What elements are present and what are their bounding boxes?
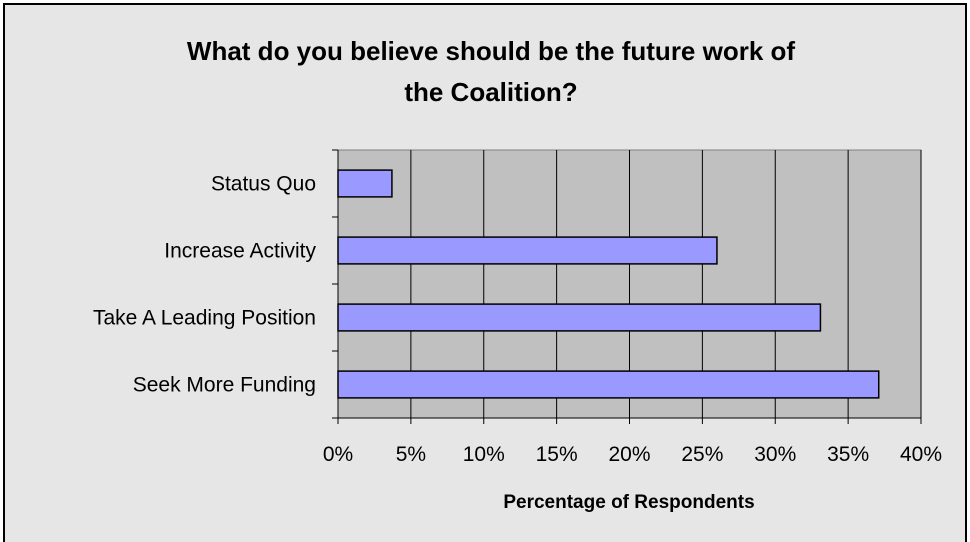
x-tick-label-10: 10% [463,443,505,466]
category-label-status-quo: Status Quo [211,173,316,196]
x-tick-label-30: 30% [754,443,796,466]
bar-increase-activity [337,236,718,265]
category-label-seek-more-funding: Seek More Funding [133,374,316,397]
x-tick-label-40: 40% [900,443,942,466]
x-axis-title: Percentage of Respondents [503,492,754,513]
category-label-increase-activity: Increase Activity [164,240,316,263]
bar-status-quo [337,169,393,198]
bar-take-a-leading-position [337,303,822,332]
x-tick-label-0: 0% [323,443,353,466]
chart-title-line-1: What do you believe should be the future… [187,36,795,66]
x-tick-label-20: 20% [608,443,650,466]
x-tick-label-15: 15% [536,443,578,466]
x-tick-label-25: 25% [681,443,723,466]
x-tick-label-35: 35% [827,443,869,466]
plot-area: 0% 5% 10% 15% 20% 25% 30% 35% 40% Status Quo Incre… [93,149,942,466]
category-label-take-a-leading-position: Take A Leading Position [93,307,316,330]
bar-seek-more-funding [337,370,880,399]
chart-title-line-2: the Coalition? [404,77,577,107]
x-tick-label-5: 5% [396,443,426,466]
